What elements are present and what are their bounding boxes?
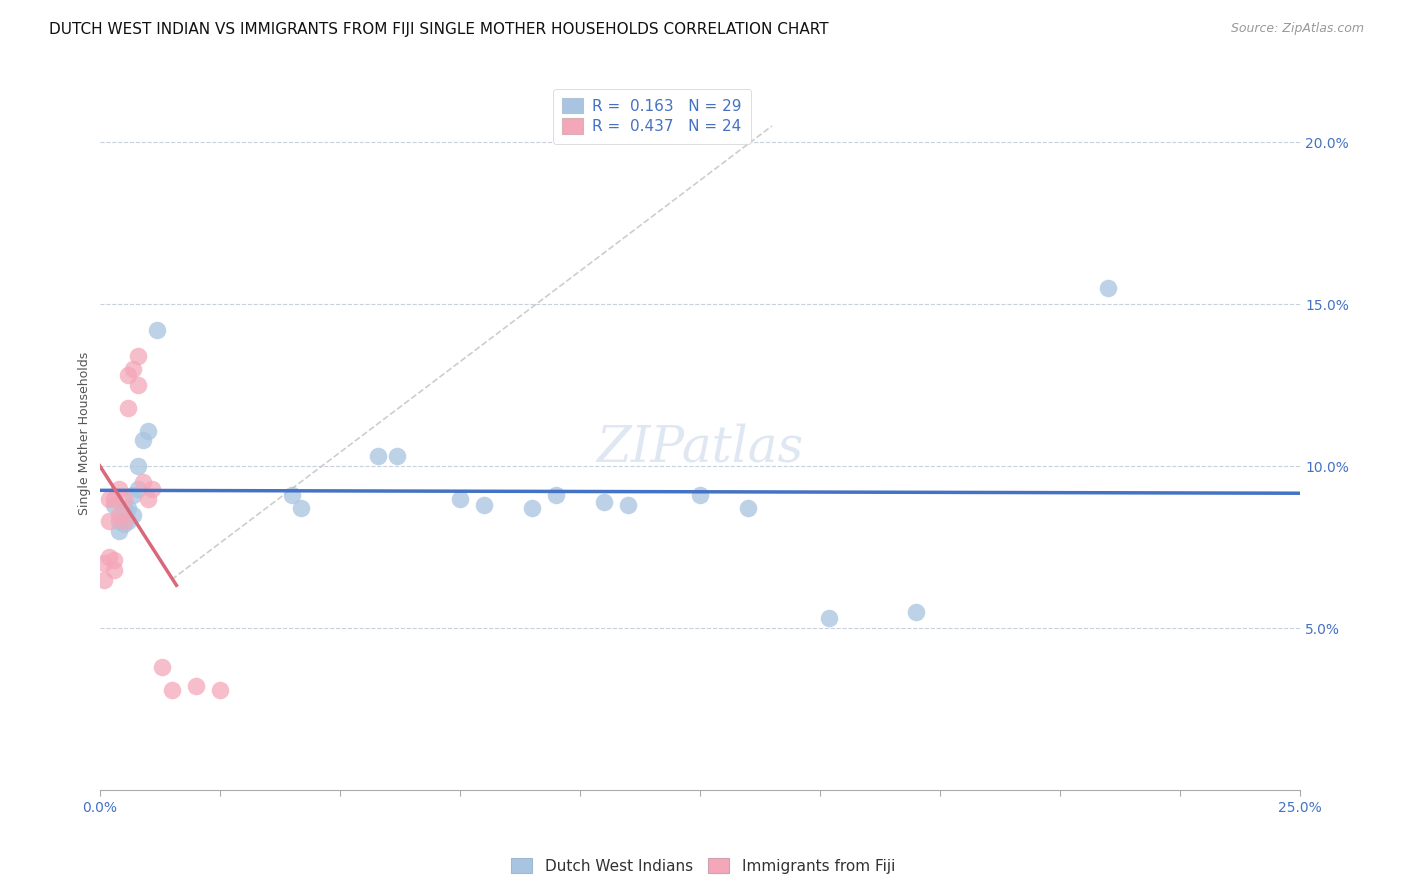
Point: [98, 549, 121, 564]
Point: [520, 501, 543, 516]
Point: [103, 498, 125, 512]
Point: [117, 368, 139, 383]
Point: [103, 563, 125, 577]
Point: [184, 680, 207, 694]
Point: [904, 605, 927, 619]
Point: [132, 475, 155, 490]
Point: [592, 495, 614, 509]
Point: [132, 434, 155, 448]
Point: [127, 378, 149, 392]
Legend: Dutch West Indians, Immigrants from Fiji: Dutch West Indians, Immigrants from Fiji: [505, 852, 901, 880]
Point: [98, 514, 121, 528]
Point: [103, 553, 125, 567]
Point: [108, 482, 131, 496]
Point: [818, 611, 841, 625]
Point: [127, 349, 149, 363]
Point: [108, 524, 131, 538]
Point: [141, 482, 163, 496]
Point: [122, 362, 145, 376]
Point: [108, 508, 131, 522]
Point: [98, 491, 121, 506]
Point: [689, 488, 711, 502]
Text: ZIPatlas: ZIPatlas: [596, 424, 803, 473]
Point: [367, 450, 389, 464]
Point: [112, 501, 135, 516]
Point: [290, 501, 312, 516]
Legend: R =  0.163   N = 29, R =  0.437   N = 24: R = 0.163 N = 29, R = 0.437 N = 24: [553, 88, 751, 144]
Point: [127, 459, 149, 474]
Point: [127, 482, 149, 496]
Point: [93, 557, 115, 571]
Point: [280, 488, 302, 502]
Point: [136, 424, 159, 438]
Point: [146, 323, 169, 337]
Point: [117, 514, 139, 528]
Text: DUTCH WEST INDIAN VS IMMIGRANTS FROM FIJI SINGLE MOTHER HOUSEHOLDS CORRELATION C: DUTCH WEST INDIAN VS IMMIGRANTS FROM FIJ…: [49, 22, 828, 37]
Point: [112, 491, 135, 506]
Point: [1097, 281, 1119, 295]
Point: [117, 501, 139, 516]
Point: [117, 401, 139, 415]
Point: [544, 488, 567, 502]
Point: [617, 498, 640, 512]
Point: [737, 501, 759, 516]
Y-axis label: Single Mother Households: Single Mother Households: [79, 352, 91, 516]
Point: [103, 491, 125, 506]
Point: [112, 514, 135, 528]
Point: [472, 498, 495, 512]
Text: Source: ZipAtlas.com: Source: ZipAtlas.com: [1230, 22, 1364, 36]
Point: [150, 660, 173, 674]
Point: [387, 450, 409, 464]
Point: [122, 488, 145, 502]
Point: [93, 573, 115, 587]
Point: [160, 682, 183, 697]
Point: [136, 491, 159, 506]
Point: [208, 682, 231, 697]
Point: [122, 508, 145, 522]
Point: [449, 491, 471, 506]
Point: [112, 517, 135, 532]
Point: [108, 514, 131, 528]
